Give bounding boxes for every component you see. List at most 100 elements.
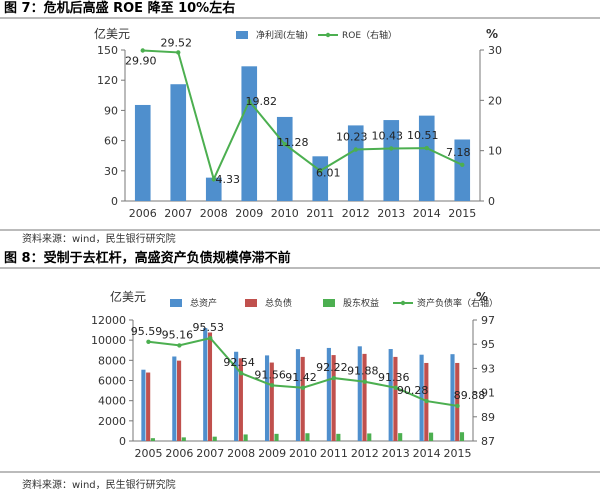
left-axis-unit: 亿美元: [94, 26, 130, 41]
data-label: 92.54: [223, 356, 255, 369]
line-point: [362, 379, 368, 384]
bar-total-liabilities: [176, 360, 182, 441]
line-point: [140, 48, 145, 53]
bar-net-income: [276, 116, 293, 201]
left-tick-label: 90: [104, 104, 118, 117]
x-tick-label: 2015: [444, 447, 472, 460]
left-tick-label: 150: [97, 44, 118, 57]
figure2-source: 资料来源：wind，民生银行研究院: [22, 478, 176, 491]
bar-equity: [150, 438, 155, 441]
right-tick-label: 10: [488, 145, 502, 158]
left-tick-label: 6000: [98, 375, 126, 388]
data-label: 92.22: [316, 361, 348, 374]
x-tick-label: 2013: [377, 207, 405, 220]
right-tick-label: 93: [481, 362, 495, 375]
data-label: 19.82: [246, 95, 278, 108]
line-point: [176, 50, 181, 55]
right-tick-label: 97: [481, 314, 495, 327]
bar-equity: [336, 433, 341, 441]
x-tick-label: 2015: [448, 207, 476, 220]
data-label: 91.88: [347, 365, 379, 378]
line-point: [331, 375, 337, 381]
data-label: 29.90: [125, 55, 157, 68]
x-tick-label: 2012: [351, 447, 379, 460]
line-point: [460, 162, 465, 168]
data-label: 90.28: [397, 384, 429, 397]
data-label: 10.43: [372, 130, 404, 143]
x-tick-label: 2005: [134, 447, 162, 460]
figure2-title: 图 8：受制于去杠杆，高盛资产负债规模停滞不前: [4, 250, 291, 266]
bar-net-income: [347, 125, 364, 201]
line-point: [424, 398, 429, 404]
line-point: [146, 339, 151, 344]
legend-swatch: [245, 299, 257, 307]
left-tick-label: 120: [97, 74, 118, 87]
right-axis-unit: %: [476, 290, 488, 304]
left-tick-label: 4000: [98, 395, 126, 408]
right-tick-label: 95: [481, 338, 495, 351]
bar-total-liabilities: [455, 362, 460, 441]
right-tick-label: 0: [488, 195, 495, 208]
bar-total-liabilities: [207, 332, 213, 441]
line-point: [208, 335, 213, 341]
figure1-chart: 0 30 60 90 120 150 0 10 20 30 亿美元 % 2006 2007 2008 2009…: [94, 26, 502, 220]
data-label: 29.52: [161, 36, 193, 49]
bar-total-liabilities: [238, 358, 243, 441]
left-axis-unit: 亿美元: [110, 289, 146, 304]
line-point: [269, 383, 275, 388]
data-label: 95.53: [193, 321, 225, 334]
line-point: [211, 177, 216, 182]
x-tick-label: 2010: [289, 447, 317, 460]
data-label: 10.23: [336, 131, 368, 144]
x-tick-label: 2014: [413, 447, 441, 460]
legend-swatch: [236, 31, 248, 39]
bar-total-assets: [172, 356, 177, 441]
right-tick-label: 89: [481, 411, 495, 424]
data-label: 91.36: [378, 371, 410, 384]
bar-equity: [398, 433, 403, 441]
x-tick-label: 2006: [165, 447, 193, 460]
bar-total-liabilities: [269, 362, 274, 441]
bar-total-assets: [141, 369, 146, 441]
line-point: [393, 385, 398, 390]
line-point: [455, 403, 460, 409]
bar-total-assets: [450, 354, 455, 441]
bar-total-assets: [388, 349, 393, 441]
figure1-source: 资料来源：wind，民生银行研究院: [22, 232, 176, 245]
left-tick-label: 60: [104, 135, 118, 148]
line-point: [300, 385, 306, 390]
bar-total-assets: [203, 328, 208, 441]
x-tick-label: 2011: [306, 207, 334, 220]
x-tick-label: 2012: [342, 207, 370, 220]
line-point: [247, 99, 252, 104]
bar-total-liabilities: [146, 372, 151, 441]
data-label: 91.42: [285, 371, 317, 384]
bar-equity: [429, 432, 434, 441]
x-tick-label: 2014: [413, 207, 441, 220]
left-tick-label: 8000: [98, 354, 126, 367]
data-label: 11.28: [277, 136, 309, 149]
bar-net-income: [134, 104, 151, 201]
data-label: 89.88: [454, 389, 486, 402]
figure1-title: 图 7：危机后高盛 ROE 降至 10%左右: [4, 0, 235, 16]
bar-total-assets: [264, 355, 270, 441]
bar-equity: [181, 437, 186, 441]
x-tick-label: 2006: [129, 207, 157, 220]
bar-net-income: [170, 84, 187, 201]
x-tick-label: 2010: [271, 207, 299, 220]
legend-swatch-marker: [325, 32, 331, 38]
bar-equity: [367, 433, 372, 441]
data-label: 7.18: [446, 146, 471, 159]
legend-label: ROE（右轴）: [342, 29, 397, 41]
left-tick-label: 12000: [91, 314, 126, 327]
line-point: [353, 147, 358, 152]
x-tick-label: 2007: [196, 447, 224, 460]
data-label: 6.01: [316, 167, 341, 180]
legend-swatch: [323, 299, 335, 307]
bar-net-income: [205, 177, 222, 201]
bar-net-income: [241, 66, 258, 201]
legend-swatch: [170, 299, 182, 307]
legend-label: 总负债: [265, 297, 292, 309]
right-tick-label: 30: [488, 44, 502, 57]
left-tick-label: 0: [119, 435, 126, 448]
